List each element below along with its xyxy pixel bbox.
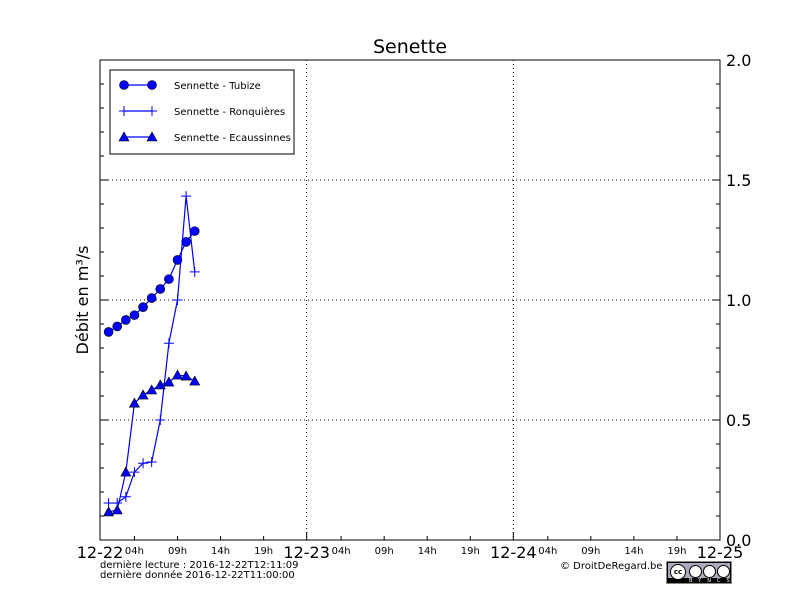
data-point-plus <box>147 106 157 116</box>
data-point-circle <box>146 293 157 303</box>
x-tick-label-minor: 09h <box>581 546 600 557</box>
data-point-circle <box>181 237 191 247</box>
y-tick-label: 0.5 <box>726 411 751 430</box>
x-tick-label-minor: 19h <box>254 546 273 557</box>
x-tick-label-major: 12-24 <box>490 543 537 562</box>
data-point-plus <box>129 467 140 478</box>
x-tick-label-minor: 19h <box>667 546 686 557</box>
data-point-circle <box>172 255 183 265</box>
x-tick-label-minor: 04h <box>332 546 351 557</box>
data-point-triangle <box>118 131 130 142</box>
y-tick-label: 0.0 <box>726 531 751 550</box>
last-data-text: dernière donnée 2016-12-22T11:00:00 <box>100 570 295 581</box>
series-line <box>108 374 196 513</box>
x-tick-label-major: 12-23 <box>283 543 330 562</box>
data-point-triangle <box>146 384 158 395</box>
data-point-circle <box>129 310 140 320</box>
x-tick-label-minor: 09h <box>168 546 187 557</box>
series-line <box>108 196 196 504</box>
data-point-circle <box>147 80 157 90</box>
y-axis-label: Débit en m³/s <box>73 246 92 355</box>
data-point-plus <box>138 458 149 469</box>
data-point-triangle <box>163 376 175 387</box>
x-tick-label-minor: 14h <box>624 546 643 557</box>
data-point-triangle <box>103 506 115 517</box>
legend-box <box>109 69 295 155</box>
y-tick-label: 1.5 <box>726 171 751 190</box>
data-point-circle <box>138 302 148 313</box>
x-tick-label-minor: 14h <box>418 546 437 557</box>
x-tick-label-minor: 14h <box>211 546 230 557</box>
last-read-text: dernière lecture : 2016-12-22T12:11:09 <box>100 560 299 571</box>
copyright-text: © DroitDeRegard.be <box>560 561 663 572</box>
data-point-triangle <box>128 397 140 408</box>
data-point-triangle <box>120 466 132 477</box>
data-point-circle <box>121 315 131 325</box>
data-point-circle <box>112 321 123 332</box>
data-point-triangle <box>189 375 201 386</box>
chart-title: Senette <box>373 36 447 58</box>
data-point-plus <box>172 295 183 305</box>
cc-license-badge: cc BYNCSA <box>666 561 739 584</box>
x-tick-label-major: 12-25 <box>697 543 744 562</box>
data-point-triangle <box>146 131 158 142</box>
data-point-triangle <box>180 370 192 381</box>
data-point-circle <box>189 226 200 236</box>
plot-frame <box>99 59 721 541</box>
data-point-plus <box>120 491 131 502</box>
x-tick-label-minor: 04h <box>125 546 144 557</box>
data-point-plus <box>163 338 174 349</box>
legend-label: Sennette - Ecaussinnes <box>174 133 291 144</box>
legend-label: Sennette - Ronquières <box>174 106 285 118</box>
x-tick-label-major: 12-22 <box>77 543 124 562</box>
data-point-circle <box>119 80 129 90</box>
data-point-circle <box>155 284 166 294</box>
data-point-plus <box>189 266 200 277</box>
legend-label: Sennette - Tubize <box>174 81 261 92</box>
data-point-triangle <box>171 369 184 380</box>
data-point-triangle <box>137 389 149 400</box>
x-tick-label-minor: 09h <box>375 546 394 557</box>
y-tick-label: 1.0 <box>726 291 751 310</box>
data-point-plus <box>119 106 129 116</box>
data-point-circle <box>164 274 174 284</box>
data-point-plus <box>146 457 157 467</box>
data-point-triangle <box>154 379 166 390</box>
y-tick-label: 2.0 <box>726 51 751 70</box>
data-point-plus <box>181 191 192 202</box>
x-tick-label-minor: 19h <box>461 546 480 557</box>
data-point-circle <box>103 327 114 337</box>
data-point-triangle <box>111 504 123 515</box>
data-point-plus <box>155 415 166 425</box>
x-tick-label-minor: 04h <box>538 546 557 557</box>
